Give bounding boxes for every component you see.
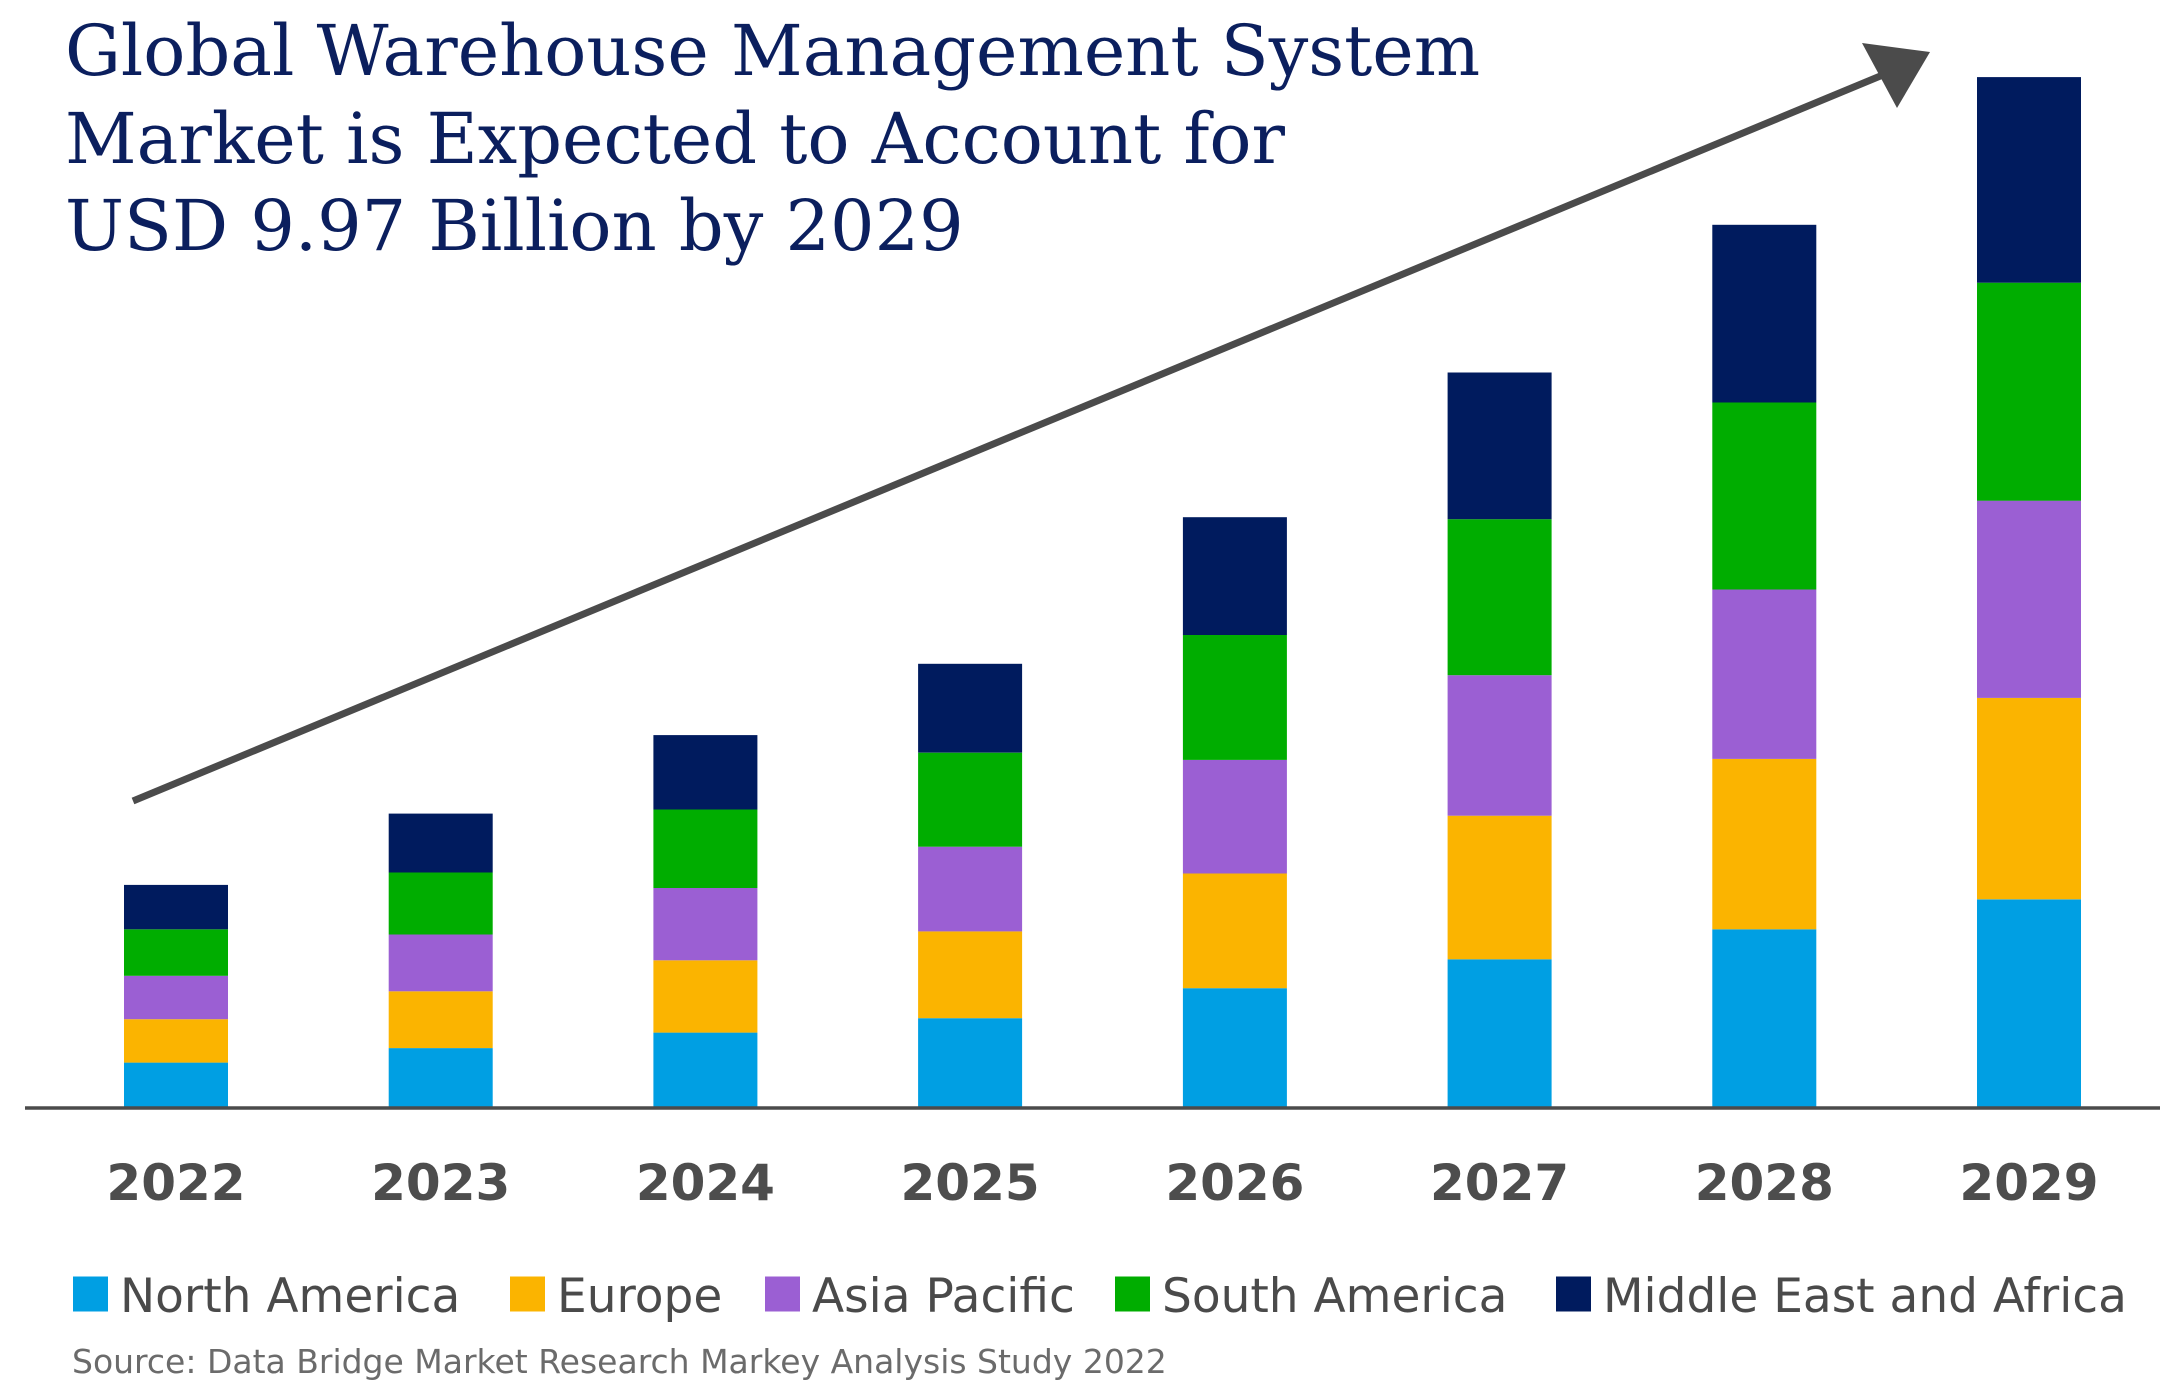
chart-title: Global Warehouse Management System Marke…	[65, 10, 1480, 267]
bar-segment-2025-middle-east-and-africa	[918, 663, 1023, 753]
chart-title-line-3: USD 9.97 Billion by 2029	[65, 185, 964, 267]
legend: North America Europe Asia Pacific South Ame…	[73, 1269, 2127, 1324]
bar-segment-2025-europe	[918, 931, 1023, 1019]
bar-segment-2027-asia-pacific	[1447, 675, 1552, 816]
bar-segment-2025-asia-pacific	[918, 846, 1023, 932]
bar-segment-2022-south-america	[124, 929, 228, 976]
x-tick-label-2022: 2022	[106, 1154, 245, 1212]
trend-arrow-head	[1862, 43, 1930, 108]
bar-segment-2026-asia-pacific	[1182, 759, 1287, 874]
bar-segment-2026-middle-east-and-africa	[1182, 517, 1287, 635]
legend-swatch-north-america	[73, 1276, 108, 1312]
legend-swatch-south-america	[1115, 1276, 1150, 1312]
bar-segment-2026-europe	[1182, 873, 1287, 989]
bar-segment-2022-asia-pacific	[124, 975, 228, 1020]
x-tick-label-2029: 2029	[1959, 1154, 2098, 1212]
bar-segment-2023-europe	[388, 991, 493, 1049]
legend-item-middle-east-and-africa: Middle East and Africa	[1556, 1269, 2127, 1324]
bar-segment-2024-europe	[653, 960, 758, 1033]
legend-label-europe: Europe	[557, 1269, 722, 1324]
legend-swatch-asia-pacific	[765, 1276, 800, 1312]
bar-segment-2028-middle-east-and-africa	[1712, 224, 1817, 403]
bar-segment-2029-asia-pacific	[1977, 500, 2081, 698]
x-tick-label-2026: 2026	[1165, 1154, 1304, 1212]
bar-segment-2025-south-america	[918, 752, 1023, 847]
bar-segment-2028-north-america	[1712, 929, 1817, 1107]
bar-segment-2024-middle-east-and-africa	[653, 735, 758, 810]
legend-swatch-middle-east-and-africa	[1556, 1276, 1591, 1312]
bar-segment-2023-north-america	[388, 1048, 493, 1107]
bar-segment-2024-north-america	[653, 1032, 758, 1107]
bar-segment-2023-middle-east-and-africa	[388, 813, 493, 873]
legend-label-asia-pacific: Asia Pacific	[812, 1269, 1075, 1324]
chart-title-line-2: Market is Expected to Account for	[65, 98, 1286, 180]
x-tick-label-2027: 2027	[1430, 1154, 1569, 1212]
bars	[124, 77, 2081, 1107]
bar-segment-2022-middle-east-and-africa	[124, 884, 228, 930]
x-tick-label-2025: 2025	[901, 1154, 1040, 1212]
bar-segment-2029-south-america	[1977, 282, 2081, 501]
bar-segment-2028-europe	[1712, 758, 1817, 930]
bar-segment-2029-middle-east-and-africa	[1977, 77, 2081, 283]
source-note: Source: Data Bridge Market Research Mark…	[72, 1342, 1167, 1381]
bar-segment-2028-asia-pacific	[1712, 589, 1817, 759]
bar-segment-2025-north-america	[918, 1018, 1023, 1107]
legend-item-south-america: South America	[1115, 1269, 1507, 1324]
bar-segment-2027-south-america	[1447, 519, 1552, 676]
legend-item-asia-pacific: Asia Pacific	[765, 1269, 1075, 1324]
bar-segment-2022-north-america	[124, 1062, 228, 1107]
bar-segment-2028-south-america	[1712, 402, 1817, 590]
x-tick-label-2023: 2023	[371, 1154, 510, 1212]
bar-segment-2026-south-america	[1182, 634, 1287, 760]
bar-segment-2027-north-america	[1447, 959, 1552, 1107]
bar-segment-2023-asia-pacific	[388, 934, 493, 992]
trend-arrow-shaft	[131, 68, 1892, 805]
bar-segment-2029-north-america	[1977, 899, 2081, 1107]
legend-item-north-america: North America	[73, 1269, 460, 1324]
x-axis-tick-labels: 2022 2023 2024 2025 2026 2027 2028 2029	[106, 1154, 2098, 1212]
bar-segment-2024-asia-pacific	[653, 888, 758, 961]
bar-segment-2023-south-america	[388, 872, 493, 935]
bar-segment-2026-north-america	[1182, 988, 1287, 1107]
trend-arrow	[131, 43, 1930, 805]
legend-label-south-america: South America	[1162, 1269, 1507, 1324]
bar-segment-2029-europe	[1977, 697, 2081, 900]
bar-segment-2024-south-america	[653, 809, 758, 888]
bar-segment-2022-europe	[124, 1019, 228, 1063]
bar-segment-2027-middle-east-and-africa	[1447, 372, 1552, 520]
legend-item-europe: Europe	[510, 1269, 722, 1324]
bar-segment-2027-europe	[1447, 815, 1552, 960]
legend-label-north-america: North America	[120, 1269, 460, 1324]
chart-title-line-1: Global Warehouse Management System	[65, 10, 1480, 92]
legend-label-middle-east-and-africa: Middle East and Africa	[1603, 1269, 2127, 1324]
x-tick-label-2028: 2028	[1695, 1154, 1834, 1212]
x-tick-label-2024: 2024	[636, 1154, 775, 1212]
legend-swatch-europe	[510, 1276, 545, 1312]
